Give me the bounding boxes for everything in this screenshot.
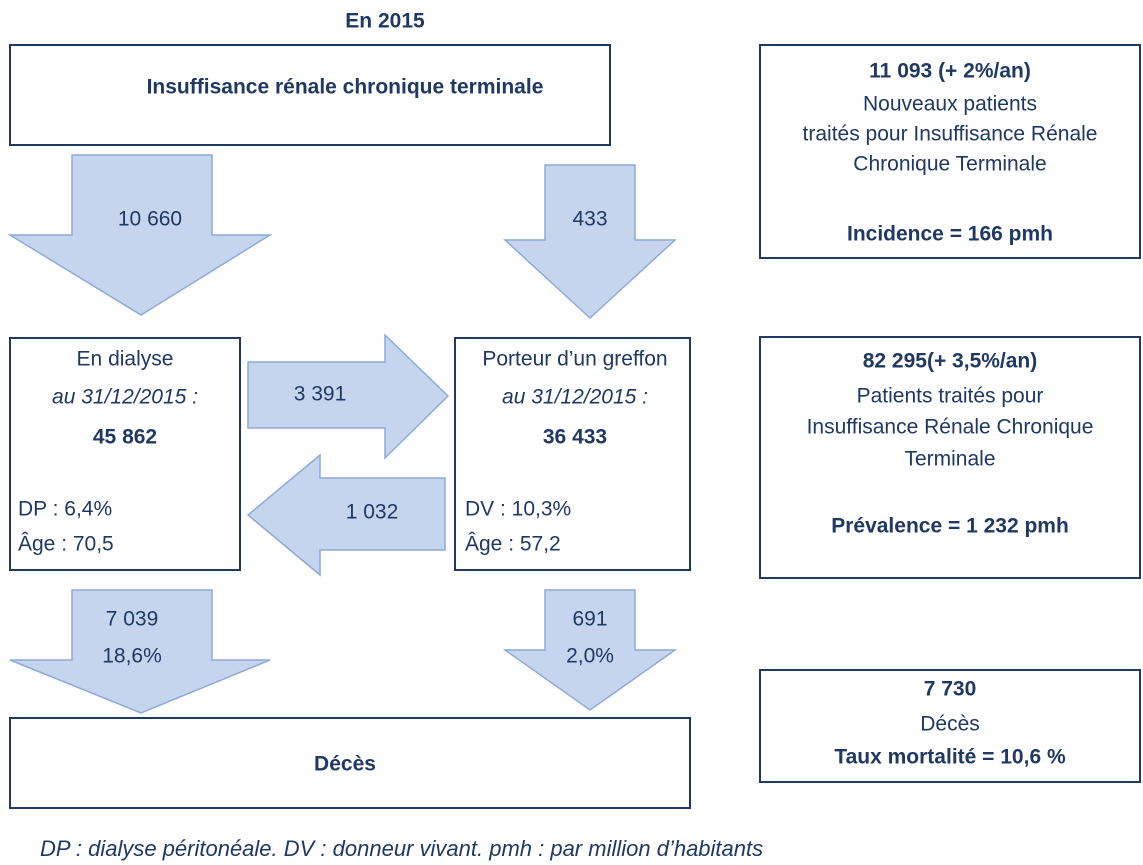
side-headline: 82 295(+ 3,5%/an) (863, 350, 1038, 373)
arrow-right (247, 333, 450, 460)
side-line: Terminale (904, 448, 995, 471)
box-date: au 31/12/2015 : (52, 386, 198, 409)
arrow-left (246, 453, 446, 577)
side-box (759, 669, 1141, 783)
deaths-box (9, 717, 691, 809)
flow-label: 433 (572, 208, 607, 231)
footnote: DP : dialyse péritonéale. DV : donneur v… (40, 836, 763, 861)
side-headline: 11 093 (+ 2%/an) (869, 60, 1031, 83)
box-count: 45 862 (93, 426, 157, 449)
side-footer: Prévalence = 1 232 pmh (831, 515, 1069, 538)
source-box (9, 44, 611, 146)
flow-label: 10 660 (118, 208, 182, 231)
graft-box (454, 337, 691, 571)
box-count: 36 433 (543, 426, 607, 449)
side-line: Nouveaux patients (863, 93, 1037, 116)
flow-label: 18,6% (102, 645, 162, 668)
side-footer: Taux mortalité = 10,6 % (834, 746, 1066, 769)
side-line: Décès (920, 713, 980, 736)
deaths-label: Décès (314, 753, 376, 776)
box-detail: Âge : 57,2 (465, 533, 561, 556)
flow-label: 2,0% (566, 645, 614, 668)
box-detail: DV : 10,3% (465, 498, 571, 521)
arrow-down (503, 164, 677, 320)
arrow-down (9, 589, 271, 714)
side-headline: 7 730 (924, 678, 977, 701)
box-title: Porteur d’un greffon (482, 348, 667, 371)
arrow-down (7, 154, 273, 316)
side-box (759, 44, 1141, 259)
flow-label: 3 391 (294, 383, 347, 406)
side-footer: Incidence = 166 pmh (847, 223, 1053, 246)
side-box (759, 336, 1141, 579)
flow-label: 691 (572, 608, 607, 631)
box-detail: DP : 6,4% (18, 498, 112, 521)
box-detail: Âge : 70,5 (18, 533, 114, 556)
side-line: traités pour Insuffisance Rénale (803, 123, 1098, 146)
side-line: Chronique Terminale (853, 153, 1046, 176)
arrow-down (502, 589, 678, 711)
side-line: Insuffisance Rénale Chronique (807, 416, 1094, 439)
flow-label: 1 032 (346, 501, 399, 524)
side-line: Patients traités pour (857, 385, 1044, 408)
flow-label: 7 039 (106, 608, 159, 631)
title: En 2015 (345, 10, 425, 33)
box-date: au 31/12/2015 : (502, 386, 648, 409)
box-title: En dialyse (77, 348, 174, 371)
dialysis-box (9, 337, 241, 571)
source-label: Insuffisance rénale chronique terminale (147, 76, 544, 99)
